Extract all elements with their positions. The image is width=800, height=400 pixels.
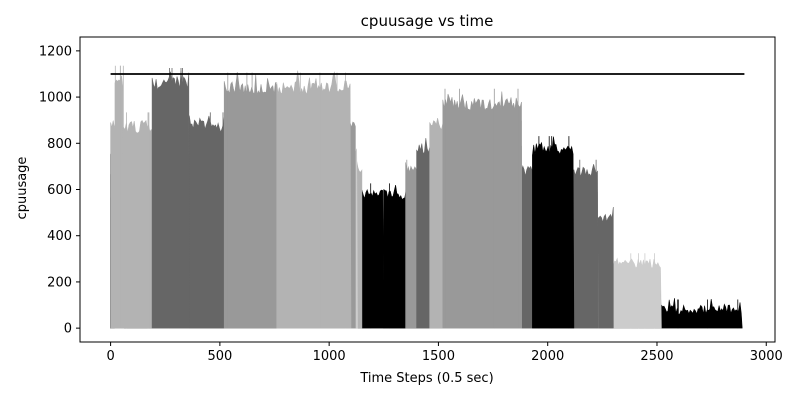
x-tick-label-500: 500 (207, 349, 232, 364)
y-tick-label-200: 200 (47, 275, 72, 290)
y-axis: 0 200 400 600 800 1000 1200 (39, 44, 80, 337)
area-series-49 (114, 75, 125, 329)
area-series-51 (223, 72, 277, 329)
y-tick-label-600: 600 (47, 183, 72, 198)
x-axis: 0 500 1000 1500 2000 2500 3000 (106, 342, 783, 364)
y-tick-label-0: 0 (64, 322, 72, 337)
y-axis-label: cpuusage (15, 157, 30, 220)
x-tick-label-3000: 3000 (750, 349, 783, 364)
plot-area (110, 65, 745, 329)
x-tick-label-2500: 2500 (640, 349, 673, 364)
x-axis-label: Time Steps (0.5 sec) (359, 371, 493, 386)
area-series-6 (661, 298, 743, 329)
y-tick-label-1200: 1200 (39, 44, 72, 59)
x-tick-label-1500: 1500 (422, 349, 455, 364)
x-tick-label-0: 0 (106, 349, 114, 364)
y-tick-label-400: 400 (47, 229, 72, 244)
y-tick-label-800: 800 (47, 137, 72, 152)
x-tick-label-2000: 2000 (531, 349, 564, 364)
area-series-53 (442, 91, 522, 329)
area-series-52 (276, 70, 352, 329)
chart-title: cpuusage vs time (361, 12, 494, 30)
area-series-19 (613, 257, 662, 329)
x-tick-label-1000: 1000 (313, 349, 346, 364)
area-series-50 (151, 71, 190, 329)
y-tick-label-1000: 1000 (39, 91, 72, 106)
